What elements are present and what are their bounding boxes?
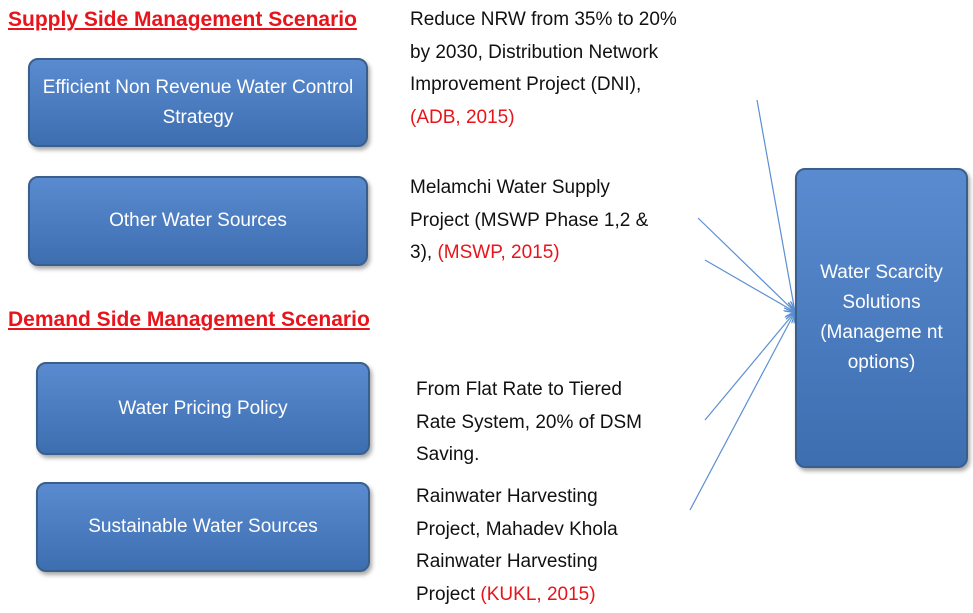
note-line: Melamchi Water Supply (410, 172, 648, 205)
note-text: Project (MSWP Phase 1,2 & (410, 209, 649, 231)
arrow (704, 312, 795, 421)
strategy-box: Sustainable Water Sources (36, 482, 370, 572)
section-heading: Supply Side Management Scenario (8, 8, 357, 31)
note-line: Project (MSWP Phase 1,2 & (410, 205, 648, 238)
note-line: Rainwater Harvesting (416, 481, 618, 514)
note-text: Saving. (416, 444, 480, 465)
note: Reduce NRW from 35% to 20% by 2030, Distr… (410, 4, 677, 134)
note-text: Improvement Project (DNI), (410, 74, 642, 95)
note-text: Rate System, 20% of DSM (416, 411, 642, 433)
section-heading: Demand Side Management Scenario (8, 308, 370, 331)
note: Rainwater Harvesting Project, Mahadev Kho… (416, 481, 618, 611)
note-line: From Flat Rate to Tiered (416, 374, 642, 407)
note: From Flat Rate to Tiered Rate System, 20%… (416, 374, 642, 472)
note: Melamchi Water Supply Project (MSWP Phase… (410, 172, 648, 270)
note-line: 3), (MSWP, 2015) (410, 237, 648, 270)
note-text: by 2030, Distribution Network (410, 41, 659, 63)
citation: (ADB, 2015) (410, 106, 515, 128)
note-line: Rainwater Harvesting (416, 546, 618, 579)
strategy-box: Efficient Non Revenue Water Control Stra… (28, 58, 368, 147)
strategy-box: Water Pricing Policy (36, 362, 370, 455)
note-text: Project (416, 583, 476, 605)
note-text: Project, Mahadev Khola (416, 518, 618, 540)
note-line: Project, Mahadev Khola (416, 514, 618, 547)
arrow (697, 217, 795, 312)
note-text: Melamchi Water Supply (410, 177, 610, 198)
strategy-box: Other Water Sources (28, 176, 368, 266)
note-text: Rainwater Harvesting (416, 551, 598, 572)
note-text: 3), (410, 242, 433, 263)
target-box: Water Scarcity Solutions (Manageme nt op… (795, 168, 968, 468)
arrow (756, 99, 795, 312)
note-line: (ADB, 2015) (410, 102, 677, 135)
citation: (KUKL, 2015) (480, 583, 596, 605)
note-line: Project (KUKL, 2015) (416, 579, 618, 612)
arrow (704, 259, 795, 312)
note-text: From Flat Rate to Tiered (416, 379, 622, 400)
note-text: Reduce NRW from 35% to 20% (410, 9, 677, 30)
citation: (MSWP, 2015) (437, 242, 560, 263)
note-line: by 2030, Distribution Network (410, 37, 677, 70)
note-text: Rainwater Harvesting (416, 486, 598, 507)
note-line: Saving. (416, 439, 642, 472)
note-line: Improvement Project (DNI), (410, 69, 677, 102)
arrow (689, 312, 795, 511)
note-line: Rate System, 20% of DSM (416, 407, 642, 440)
note-line: Reduce NRW from 35% to 20% (410, 4, 677, 37)
